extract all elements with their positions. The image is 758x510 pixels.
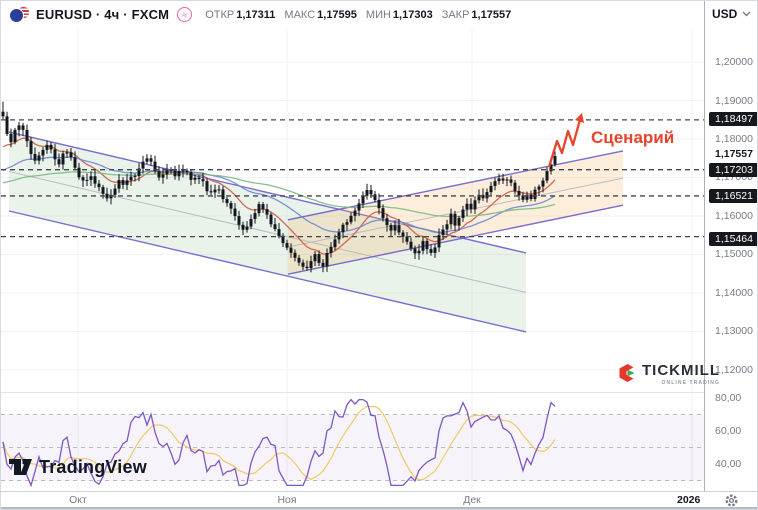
delayed-data-icon[interactable]: ≈ [177,7,193,22]
price-tick: 1,18000 [715,133,753,145]
pane-separator[interactable] [1,392,704,393]
tickmill-logo-text: TICKMILL [642,362,720,379]
indicator-tick: 60,00 [715,425,742,437]
gear-icon [725,493,738,507]
year-label: 2026 [677,494,701,506]
symbol-title[interactable]: EURUSD · 4ч · FXCM [36,7,170,22]
window-bottom-edge [1,507,757,509]
price-tick: 1,15000 [715,248,753,260]
currency-dropdown[interactable]: USD [712,7,751,21]
price-tick: 1,12000 [715,364,753,376]
indicator-tick: 80,00 [715,392,742,404]
axis-settings-button[interactable] [704,491,757,508]
high-value: 1,17595 [317,8,357,21]
tradingview-logo-icon [9,459,32,475]
price-tick: 1,20000 [715,56,753,68]
eur-flag-icon [9,7,24,23]
chevron-down-icon [742,11,751,17]
month-label: Окт [69,494,87,506]
level-price-badge: 1,16521 [709,189,757,203]
level-price-badge: 1,17203 [709,163,757,177]
price-axis[interactable]: 1,20000 1,19000 1,18000 1,17000 1,16000 … [704,1,757,509]
high-label: МАКС [284,8,316,21]
tradingview-logo[interactable]: TradingView [9,457,147,478]
time-axis[interactable]: Окт Ноя Дек 2026 [1,491,704,508]
currency-label: USD [712,7,738,21]
low-value: 1,17303 [392,8,433,21]
ohlc-readout: ОТКР 1,17311 МАКС 1,17595 МИН 1,17303 ЗА… [196,9,511,21]
price-tick: 1,16000 [715,210,753,222]
tickmill-tagline: ONLINE TRADING [661,380,720,386]
open-label: ОТКР [205,8,235,21]
open-value: 1,17311 [236,8,276,21]
indicator-tick: 40,00 [715,458,742,470]
tickmill-logo: TICKMILL ONLINE TRADING [617,363,720,386]
month-label: Дек [463,494,481,506]
scenario-annotation-label[interactable]: Сценарий [591,128,675,147]
month-label: Ноя [277,494,297,506]
close-label: ЗАКР [441,8,470,21]
price-tick: 1,14000 [715,287,753,299]
tradingview-logo-text: TradingView [39,457,147,477]
chart-header: EURUSD · 4ч · FXCM ≈ ОТКР 1,17311 МАКС 1… [1,1,511,28]
close-value: 1,17557 [471,8,512,21]
price-tick: 1,13000 [715,325,753,337]
level-price-badge: 1,18497 [709,112,757,126]
last-price-label: 1,17557 [715,148,753,160]
tickmill-logo-icon [619,364,635,382]
level-price-badge: 1,15464 [709,232,757,246]
price-tick: 1,19000 [715,95,753,107]
eurusd-pair-icon [9,6,30,23]
low-label: МИН [365,8,391,21]
